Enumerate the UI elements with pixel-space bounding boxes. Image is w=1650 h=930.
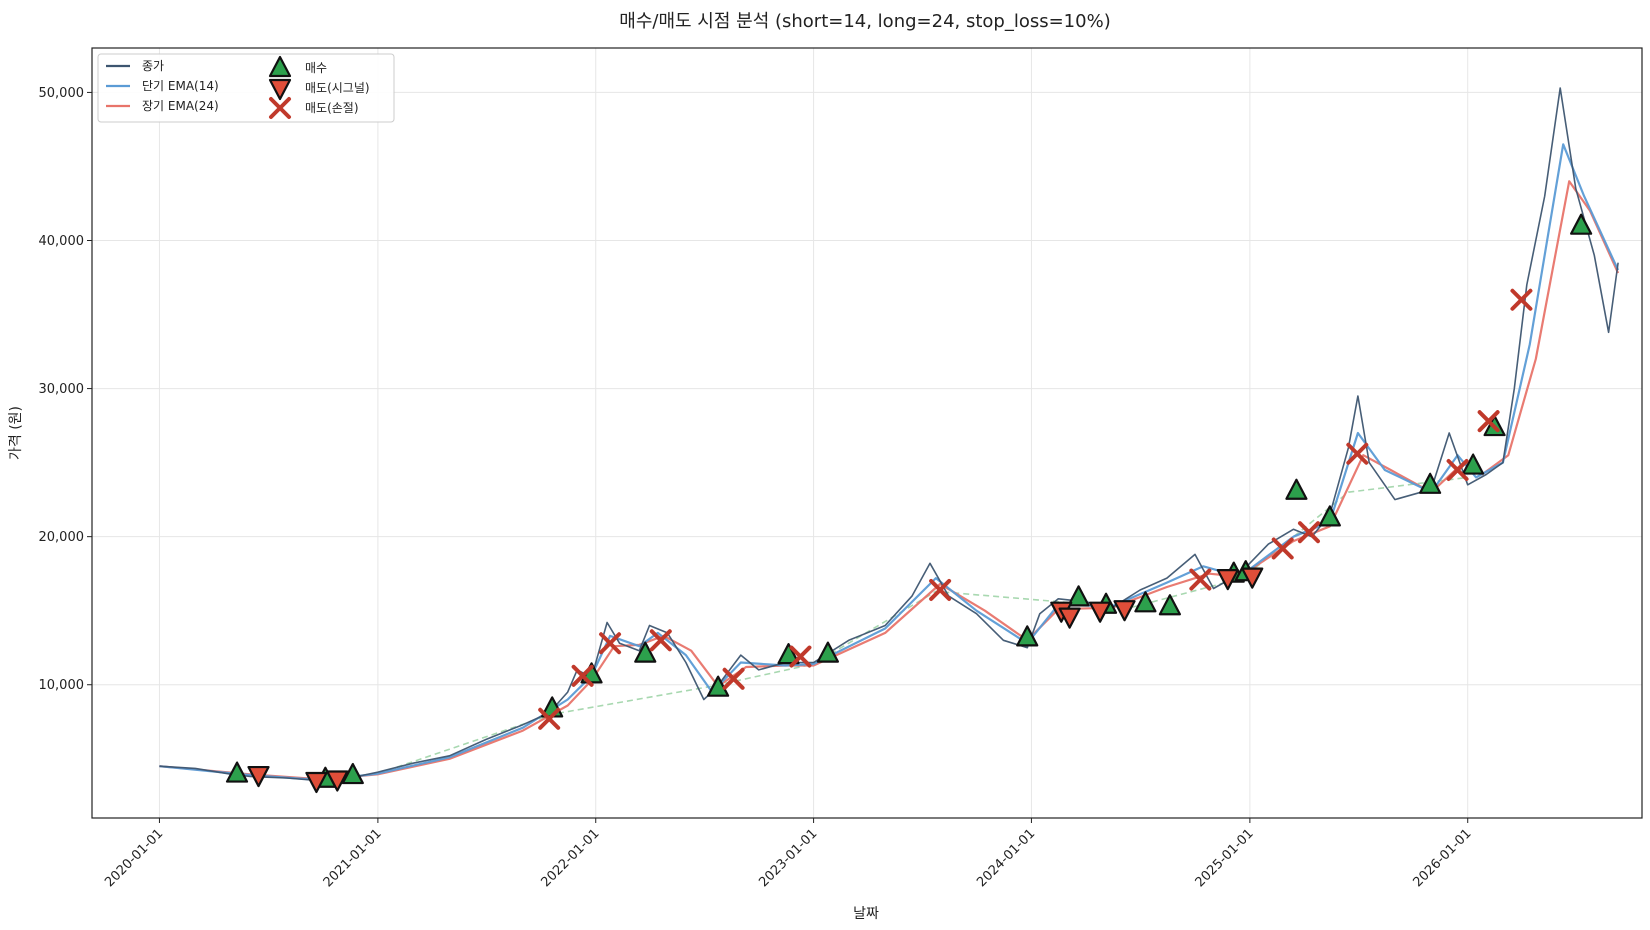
- stop-loss-stroke: [1510, 288, 1533, 311]
- y-tick-label: 40,000: [39, 234, 85, 249]
- stop-loss-marker: [571, 664, 594, 687]
- stop-loss-marker: [1510, 288, 1533, 311]
- buy-marker: [341, 762, 364, 785]
- buy-marker: [777, 643, 800, 665]
- sell-signal-marker: [1058, 607, 1081, 629]
- trade-markers: [225, 213, 1593, 794]
- x-tick-label: 2022-01-01: [539, 826, 603, 890]
- legend-buy-icon: [268, 55, 292, 78]
- stop-loss-stroke: [1271, 537, 1294, 560]
- stop-loss-marker: [1346, 442, 1369, 465]
- sell-signal-marker: [1088, 601, 1112, 623]
- grid: [92, 48, 1642, 818]
- legend-label: 단기 EMA(14): [142, 79, 219, 93]
- stop-loss-stroke: [722, 667, 745, 690]
- legend-label: 매도(시그널): [305, 81, 370, 95]
- buy-marker: [1570, 213, 1593, 235]
- sell-signal-marker: [1113, 600, 1136, 622]
- y-tick-label: 20,000: [39, 530, 85, 545]
- stop-loss-marker: [1477, 410, 1500, 433]
- legend-label: 매수: [305, 61, 327, 75]
- stop-loss-stroke: [1446, 459, 1469, 482]
- sell-signal-marker: [305, 771, 328, 794]
- buy-marker: [634, 641, 657, 663]
- buy-marker: [1419, 472, 1442, 494]
- stop-loss-stroke: [1189, 568, 1212, 591]
- stop-loss-marker: [1446, 459, 1469, 482]
- stop-loss-marker: [929, 578, 952, 601]
- close-price-line: [159, 87, 1619, 782]
- x-tick-label: 2026-01-01: [1411, 826, 1475, 890]
- stop-loss-stroke: [269, 97, 291, 119]
- sell-signal-marker: [326, 770, 349, 792]
- legend-sell-icon: [268, 78, 292, 101]
- stop-loss-marker: [649, 629, 672, 652]
- legend-box: [97, 53, 395, 123]
- stop-loss-stroke: [929, 578, 952, 601]
- buy-marker: [1461, 453, 1485, 475]
- stop-loss-marker: [722, 667, 745, 690]
- x-tick-label: 2025-01-01: [1193, 826, 1257, 890]
- stop-loss-marker: [1271, 537, 1294, 560]
- legend-label: 매도(손절): [305, 101, 359, 115]
- x-tick-label: 2024-01-01: [974, 826, 1038, 890]
- plot-frame: [91, 47, 1643, 819]
- legend-stoploss-icon: [269, 97, 291, 119]
- sell-signal-marker: [247, 765, 270, 788]
- stop-loss-marker: [1297, 521, 1320, 544]
- stop-loss-marker: [599, 632, 622, 655]
- buy-marker: [1067, 585, 1090, 607]
- x-axis-title: 날짜: [853, 906, 879, 922]
- legend-label: 장기 EMA(24): [142, 99, 219, 113]
- stop-loss-stroke: [1477, 410, 1500, 433]
- x-tick-label: 2021-01-01: [321, 826, 385, 890]
- stop-loss-marker: [1189, 568, 1212, 591]
- y-axis-ticks: 10,000 20,000 30,000 40,000 50,000: [39, 86, 92, 693]
- buy-marker: [1285, 478, 1308, 500]
- stop-loss-stroke: [789, 645, 812, 668]
- x-tick-label: 2023-01-01: [756, 826, 820, 890]
- stop-loss-stroke: [1297, 521, 1320, 544]
- buy-marker: [1158, 594, 1181, 616]
- sell-signal-marker: [1216, 569, 1239, 591]
- sell-signal-marker: [1241, 567, 1264, 589]
- y-axis-title: 가격 (원): [8, 406, 24, 460]
- y-tick-label: 50,000: [39, 86, 85, 101]
- stop-loss-stroke: [649, 629, 672, 652]
- x-tick-label: 2020-01-01: [102, 826, 166, 890]
- stop-loss-stroke: [1346, 442, 1369, 465]
- stop-loss-stroke: [538, 707, 561, 730]
- buy-marker: [225, 761, 249, 783]
- y-tick-label: 10,000: [39, 678, 85, 693]
- buy-marker: [1318, 505, 1341, 527]
- x-axis-ticks: 2020-01-01 2021-01-01 2022-01-01 2023-01-01…: [102, 818, 1475, 890]
- buy-marker: [706, 675, 730, 697]
- chart-title: 매수/매도 시점 분석 (short=14, long=24, stop_los…: [619, 11, 1110, 32]
- buy-marker: [816, 641, 840, 663]
- stop-loss-marker: [538, 707, 561, 730]
- stop-loss-marker: [789, 645, 812, 668]
- y-tick-label: 30,000: [39, 382, 85, 397]
- legend-label: 종가: [142, 59, 164, 73]
- buy-marker: [1016, 625, 1039, 647]
- buy-marker: [1134, 591, 1157, 613]
- stop-loss-stroke: [599, 632, 622, 655]
- stop-loss-stroke: [571, 664, 594, 687]
